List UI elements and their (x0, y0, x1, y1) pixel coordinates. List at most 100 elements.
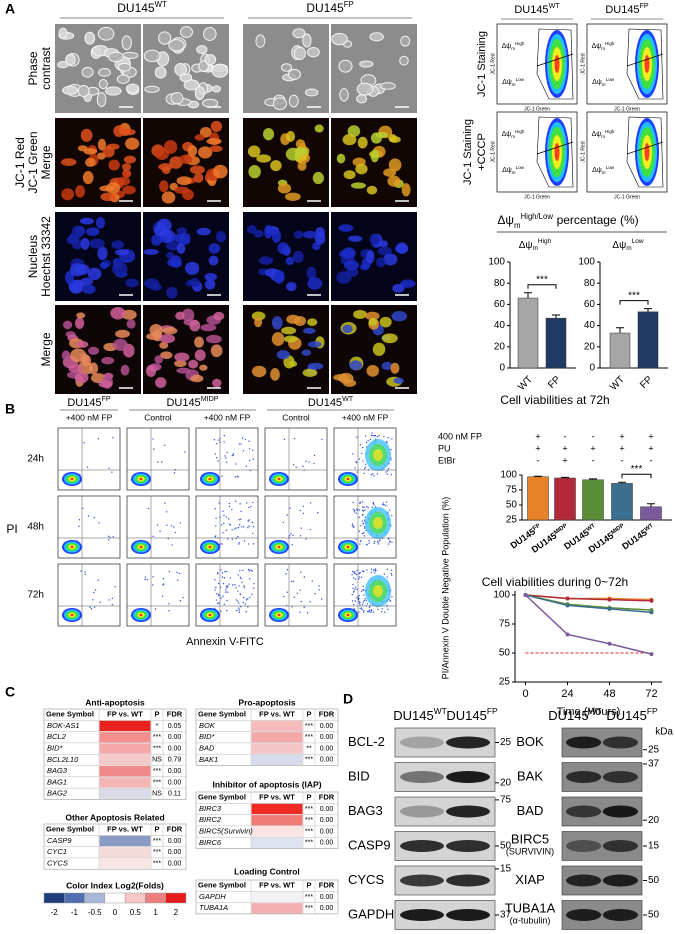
density (208, 613, 212, 617)
cell (100, 192, 116, 202)
event (299, 535, 302, 537)
significance-label: *** (536, 274, 548, 285)
event (383, 503, 385, 506)
cell (258, 256, 274, 265)
row-label: JC-1 Staining (476, 31, 488, 97)
cell (285, 192, 301, 201)
cell (369, 32, 384, 42)
band (602, 874, 639, 887)
marker-label: 25 (500, 737, 512, 748)
condition-sign: + (648, 431, 653, 441)
cell (264, 224, 273, 239)
axis-label: PI (6, 522, 17, 536)
cell (343, 260, 360, 271)
event (352, 501, 354, 504)
p-value: *** (305, 817, 313, 824)
fold-cell (251, 815, 303, 826)
cell (120, 364, 130, 376)
gate (536, 28, 574, 100)
cell (159, 341, 169, 349)
legend-swatch (124, 892, 146, 904)
micrograph (331, 305, 417, 394)
event (248, 440, 250, 442)
fold-cell (99, 835, 151, 847)
cell (144, 85, 160, 93)
event (363, 589, 365, 591)
event (364, 527, 366, 529)
cell (166, 287, 178, 299)
event (236, 475, 238, 478)
event (237, 526, 240, 529)
cell (85, 157, 96, 167)
event (238, 543, 240, 545)
cell (338, 224, 354, 232)
cell (293, 230, 304, 239)
event (361, 608, 363, 611)
event (216, 573, 219, 575)
column-header: P (306, 881, 311, 890)
protein-label: CYCS (348, 872, 384, 887)
event (215, 456, 218, 459)
fdr-value: 0.00 (168, 734, 182, 741)
cell (379, 316, 392, 328)
event (228, 502, 231, 505)
fdr-value: 0.00 (320, 828, 334, 835)
gate-label-part: Δψ (592, 167, 602, 174)
y-tick-label: 25 (506, 515, 518, 526)
marker-label: 50 (648, 875, 660, 886)
cell (122, 163, 132, 171)
event (359, 604, 361, 606)
gate-label: ΔψmHigh (592, 129, 615, 139)
lane-header-part: DU145 (606, 708, 646, 723)
event (170, 525, 173, 527)
event (98, 522, 100, 524)
event (358, 611, 360, 613)
cell (71, 239, 84, 250)
cell (391, 311, 408, 322)
band (446, 771, 490, 783)
density (139, 545, 143, 549)
lane-header-part: DU145 (393, 708, 433, 723)
x-tick-label: FP (638, 374, 655, 391)
event (370, 571, 373, 574)
cell (304, 88, 319, 97)
cell (301, 349, 312, 356)
protein-label: BIRC5 (511, 831, 549, 846)
event (363, 599, 365, 602)
event (352, 508, 355, 510)
cell (312, 171, 324, 185)
condition-name: PU (438, 443, 451, 453)
event (225, 591, 227, 593)
event (368, 610, 370, 612)
cell (81, 354, 92, 367)
event (364, 519, 366, 521)
event (90, 607, 93, 610)
fdr-value: 0.00 (320, 757, 334, 764)
cell (97, 26, 115, 41)
cell (263, 127, 275, 141)
event (353, 511, 355, 513)
cell (175, 311, 185, 320)
p-value: *** (153, 734, 161, 741)
density (70, 545, 74, 549)
event (226, 609, 228, 612)
band (566, 805, 602, 818)
event (221, 475, 223, 477)
column-header: FDR (319, 710, 335, 719)
event (173, 526, 175, 528)
cell (111, 240, 125, 250)
fold-cell (251, 837, 303, 848)
cell (343, 170, 356, 180)
event (156, 524, 159, 526)
event (173, 472, 176, 474)
micrograph (331, 118, 417, 207)
event (369, 609, 371, 611)
series-line (525, 594, 652, 602)
event (362, 601, 365, 603)
cell (98, 380, 113, 388)
cell (161, 191, 176, 204)
density (644, 143, 650, 161)
event (305, 460, 307, 463)
event (359, 501, 361, 504)
p-value: *** (305, 723, 313, 730)
